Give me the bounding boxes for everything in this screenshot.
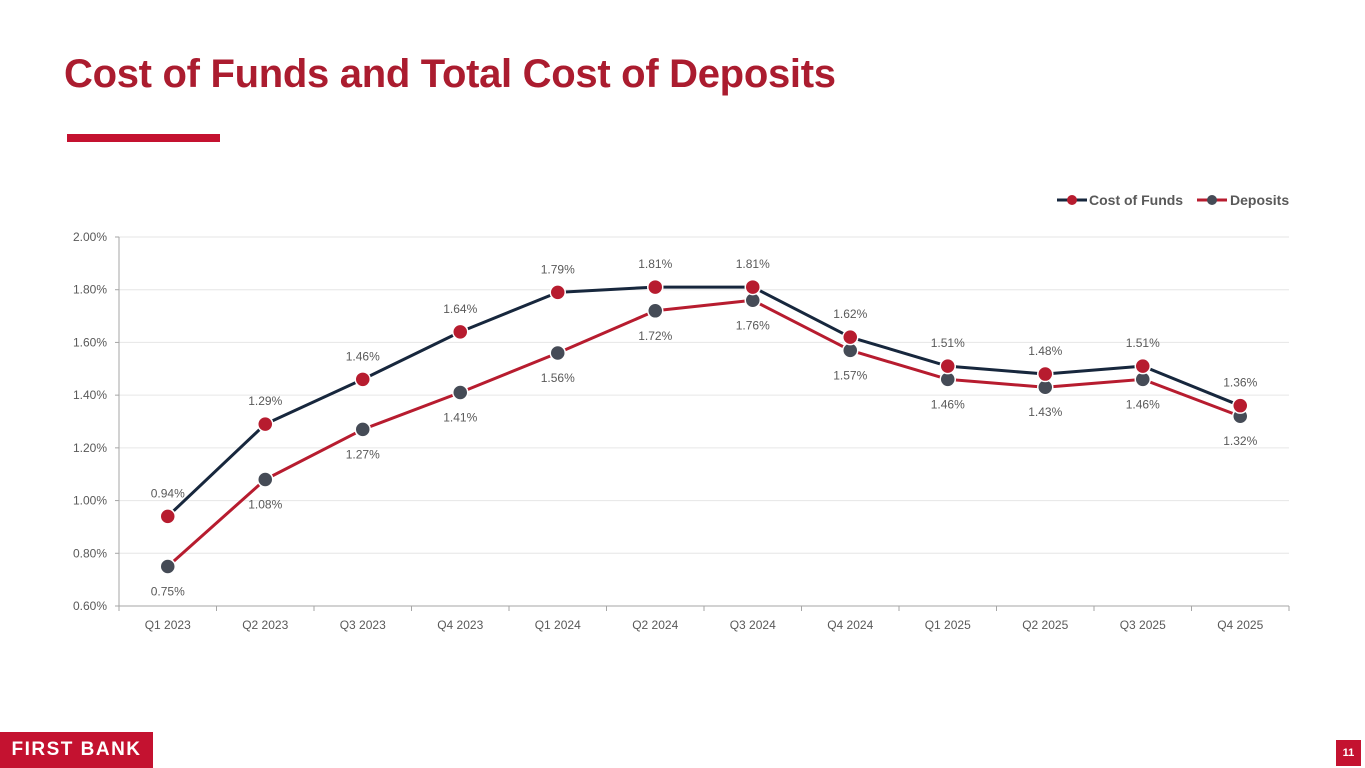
x-tick-label: Q3 2024	[730, 618, 776, 632]
y-tick-label: 0.60%	[73, 599, 107, 613]
y-tick-label: 1.60%	[73, 335, 107, 349]
brand-name: FIRST BANK	[11, 739, 142, 760]
data-point-cost-of-funds	[257, 415, 274, 433]
series-line-deposits	[166, 298, 1241, 568]
x-tick-label: Q1 2024	[535, 618, 581, 632]
data-point-cost-of-funds	[647, 278, 664, 296]
data-label-cost-of-funds: 1.64%	[443, 302, 477, 316]
data-point-deposits	[354, 421, 371, 438]
data-label-deposits: 1.46%	[931, 397, 965, 411]
y-tick-label: 1.20%	[73, 441, 107, 455]
x-tick-label: Q4 2023	[437, 618, 483, 632]
data-point-cost-of-funds	[354, 371, 371, 388]
page-title: Cost of Funds and Total Cost of Deposits	[64, 52, 836, 96]
page-number: 11	[1342, 747, 1355, 759]
data-label-deposits: 1.76%	[736, 318, 770, 332]
data-label-deposits: 1.41%	[443, 411, 477, 425]
data-label-cost-of-funds: 1.51%	[1126, 336, 1160, 350]
x-tick-label: Q2 2024	[632, 618, 678, 632]
data-label-cost-of-funds: 0.94%	[151, 486, 185, 500]
data-label-cost-of-funds: 1.79%	[541, 262, 575, 276]
data-point-deposits	[647, 302, 664, 320]
data-label-cost-of-funds: 1.29%	[248, 394, 282, 408]
data-point-deposits	[257, 471, 274, 488]
x-tick-label: Q1 2023	[145, 618, 191, 632]
data-label-deposits: 1.43%	[1028, 405, 1062, 419]
data-label-deposits: 1.56%	[541, 371, 575, 385]
legend-label-deposits: Deposits	[1230, 192, 1289, 208]
x-tick-label: Q3 2023	[340, 618, 386, 632]
legend-label-cost-of-funds: Cost of Funds	[1089, 192, 1183, 208]
x-tick-label: Q4 2025	[1217, 618, 1263, 632]
data-label-cost-of-funds: 1.81%	[638, 257, 672, 271]
brand-logo: FIRST BANK	[0, 732, 153, 768]
data-label-deposits: 0.75%	[151, 584, 185, 598]
x-tick-label: Q2 2025	[1022, 618, 1068, 632]
data-point-cost-of-funds	[1037, 365, 1054, 383]
data-point-cost-of-funds	[549, 284, 566, 301]
x-tick-label: Q4 2024	[827, 618, 873, 632]
data-point-cost-of-funds	[159, 508, 176, 525]
y-tick-label: 0.80%	[73, 546, 107, 560]
data-label-deposits: 1.27%	[346, 447, 380, 461]
data-label-deposits: 1.72%	[638, 329, 672, 343]
data-point-cost-of-funds	[939, 357, 956, 375]
data-point-cost-of-funds	[1134, 357, 1151, 375]
page-number-badge: 11	[1336, 740, 1361, 766]
data-point-deposits	[452, 384, 469, 401]
x-tick-label: Q3 2025	[1120, 618, 1166, 632]
legend-swatch-marker-deposits	[1207, 195, 1217, 205]
data-point-cost-of-funds	[744, 278, 761, 296]
y-tick-label: 1.80%	[73, 283, 107, 297]
data-label-cost-of-funds: 1.51%	[931, 336, 965, 350]
y-tick-label: 1.00%	[73, 494, 107, 508]
data-label-deposits: 1.08%	[248, 497, 282, 511]
data-point-deposits	[159, 558, 176, 575]
data-label-cost-of-funds: 1.36%	[1223, 376, 1257, 390]
data-label-cost-of-funds: 1.62%	[833, 307, 867, 321]
series-line-cost-of-funds	[166, 285, 1241, 518]
y-tick-label: 2.00%	[73, 230, 107, 244]
data-label-deposits: 1.32%	[1223, 434, 1257, 448]
x-tick-label: Q1 2025	[925, 618, 971, 632]
legend-swatch-marker-cost-of-funds	[1067, 195, 1077, 205]
data-point-cost-of-funds	[842, 328, 859, 346]
data-label-cost-of-funds: 1.46%	[346, 349, 380, 363]
title-underline-bar	[67, 134, 220, 142]
data-point-cost-of-funds	[1232, 397, 1249, 414]
data-label-cost-of-funds: 1.81%	[736, 257, 770, 271]
y-tick-label: 1.40%	[73, 388, 107, 402]
data-point-cost-of-funds	[452, 323, 469, 341]
data-label-deposits: 1.46%	[1126, 397, 1160, 411]
data-label-cost-of-funds: 1.48%	[1028, 344, 1062, 358]
data-label-deposits: 1.57%	[833, 368, 867, 382]
data-point-deposits	[549, 344, 566, 362]
x-tick-label: Q2 2023	[242, 618, 288, 632]
